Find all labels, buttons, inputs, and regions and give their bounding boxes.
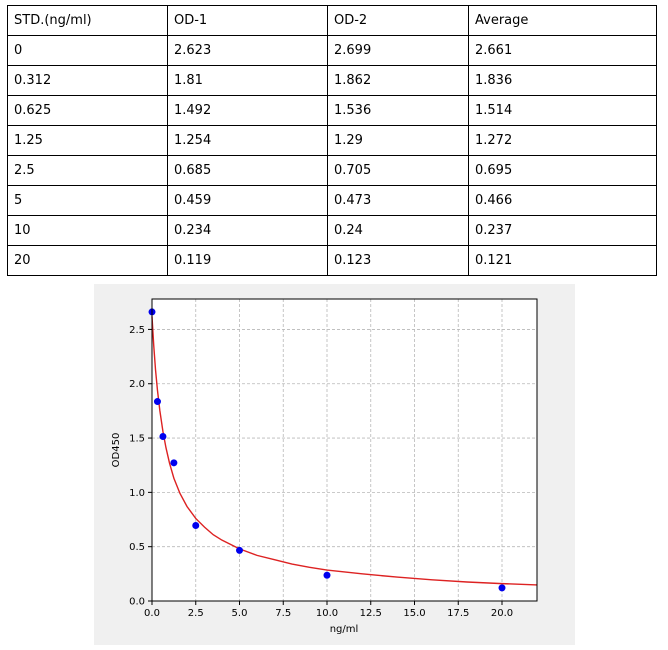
- table-cell: 1.272: [468, 125, 657, 156]
- table-cell: 1.492: [167, 95, 328, 126]
- table-cell: 1.81: [167, 65, 328, 96]
- table-cell: 0.695: [468, 155, 657, 186]
- table-cell: 0.121: [468, 245, 657, 276]
- table-header-cell: OD-1: [167, 5, 328, 36]
- x-axis-label: ng/ml: [330, 624, 359, 635]
- table-cell: 0.705: [327, 155, 469, 186]
- y-tick-label: 1.5: [129, 434, 145, 445]
- x-tick-label: 0.0: [144, 608, 160, 619]
- y-axis-label: OD450: [111, 433, 122, 468]
- table-cell: 0.685: [167, 155, 328, 186]
- table-cell: 2.699: [327, 35, 469, 66]
- table-row: 20 0.119 0.123 0.121: [7, 245, 657, 276]
- data-point: [153, 398, 161, 406]
- table-row: 5 0.459 0.473 0.466: [7, 185, 657, 216]
- table-row: 0.625 1.492 1.536 1.514: [7, 95, 657, 126]
- y-tick-label: 1.0: [129, 488, 145, 499]
- data-point: [236, 546, 243, 554]
- y-tick-label: 2.0: [129, 379, 145, 390]
- table-header-cell: STD.(ng/ml): [7, 5, 168, 36]
- table-row: 2.5 0.685 0.705 0.695: [7, 155, 657, 186]
- table-cell: 5: [7, 185, 168, 216]
- x-tick-label: 5.0: [232, 608, 248, 619]
- table-header-cell: OD-2: [327, 5, 469, 36]
- table-cell: 1.514: [468, 95, 657, 126]
- fit-curve: [151, 316, 538, 586]
- table-row: 10 0.234 0.24 0.237: [7, 215, 657, 246]
- data-point: [170, 459, 178, 467]
- table-cell: 0.473: [327, 185, 469, 216]
- x-tick-label: 15.0: [403, 608, 425, 619]
- x-tick-label: 10.0: [316, 608, 338, 619]
- table-cell: 0: [7, 35, 168, 66]
- y-tick-label: 2.5: [129, 325, 145, 336]
- x-tick-label: 12.5: [360, 608, 382, 619]
- table-cell: 1.536: [327, 95, 469, 126]
- table-cell: 0.459: [167, 185, 328, 216]
- x-axis-ticks: 0.0 2.5 5.0 7.5 10.0 12.5 15.0 17.5 20.0: [144, 601, 513, 619]
- table-row: 0.312 1.81 1.862 1.836: [7, 65, 657, 96]
- table-cell: 1.836: [468, 65, 657, 96]
- table-cell: 0.24: [327, 215, 469, 246]
- table-cell: 10: [7, 215, 168, 246]
- x-tick-label: 7.5: [275, 608, 291, 619]
- data-point: [323, 571, 331, 579]
- x-tick-label: 17.5: [447, 608, 469, 619]
- table-cell: 2.623: [167, 35, 328, 66]
- standard-curve-table: STD.(ng/ml) OD-1 OD-2 Average 0 2.623 2.699 2.6…: [7, 5, 657, 276]
- table-cell: 1.25: [7, 125, 168, 156]
- table-header-cell: Average: [468, 5, 657, 36]
- table-cell: 1.29: [327, 125, 469, 156]
- table-row: 1.25 1.254 1.29 1.272: [7, 125, 657, 156]
- x-tick-label: 2.5: [188, 608, 204, 619]
- chart-svg: 0.0 2.5 5.0 7.5 10.0 12.5 15.0 17.5 20.0 0.0 0.5 1…: [111, 298, 538, 635]
- table-cell: 0.625: [7, 95, 168, 126]
- data-point: [192, 522, 200, 529]
- table-cell: 0.119: [167, 245, 328, 276]
- fit-curve-group: [151, 316, 538, 586]
- table-cell: 0.237: [468, 215, 657, 246]
- table-cell: 20: [7, 245, 168, 276]
- x-tick-label: 20.0: [491, 608, 513, 619]
- table-header-row: STD.(ng/ml) OD-1 OD-2 Average: [7, 5, 657, 36]
- table-cell: 1.862: [327, 65, 469, 96]
- y-tick-label: 0.5: [129, 542, 145, 553]
- data-point: [498, 584, 506, 592]
- plot-area: [152, 299, 537, 601]
- table-cell: 0.123: [327, 245, 469, 276]
- y-tick-label: 0.0: [129, 597, 145, 608]
- standard-curve-chart: 0.0 2.5 5.0 7.5 10.0 12.5 15.0 17.5 20.0 0.0 0.5 1…: [94, 284, 575, 645]
- grid: [151, 299, 537, 602]
- table-cell: 0.234: [167, 215, 328, 246]
- data-point: [159, 433, 167, 441]
- table-cell: 1.254: [167, 125, 328, 156]
- table-row: 0 2.623 2.699 2.661: [7, 35, 657, 66]
- y-axis-ticks: 0.0 0.5 1.0 1.5 2.0 2.5: [129, 325, 152, 608]
- data-points: [148, 308, 506, 592]
- plot-frame: [151, 298, 538, 602]
- table-cell: 0.466: [468, 185, 657, 216]
- table-cell: 2.661: [468, 35, 657, 66]
- table-cell: 2.5: [7, 155, 168, 186]
- table-cell: 0.312: [7, 65, 168, 96]
